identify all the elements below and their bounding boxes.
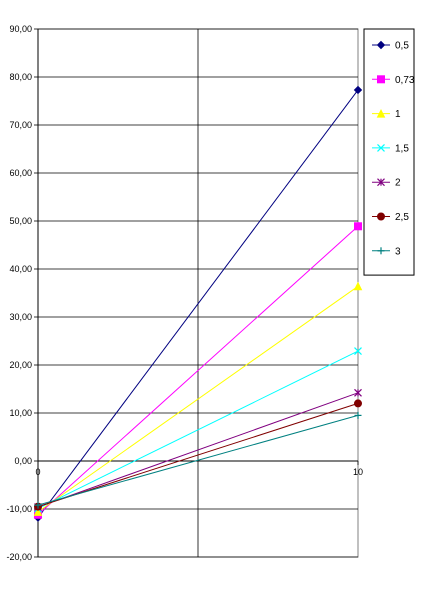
legend-marker	[377, 247, 385, 255]
y-tick-label: 60,00	[9, 168, 32, 178]
y-tick-label: 0,00	[14, 456, 32, 466]
legend-marker	[376, 40, 386, 50]
y-tick-label: 90,00	[9, 24, 32, 34]
data-point	[353, 85, 363, 95]
legend-label: 0,73	[395, 75, 415, 86]
data-point	[34, 501, 42, 509]
legend-marker	[377, 178, 385, 187]
series-line	[37, 392, 359, 508]
y-tick-label: 70,00	[9, 120, 32, 130]
y-tick-label: 80,00	[9, 72, 32, 82]
legend-label: 1	[395, 109, 401, 120]
legend-marker	[377, 212, 385, 221]
data-point	[354, 222, 362, 231]
data-point	[354, 411, 362, 419]
series-line	[37, 414, 359, 506]
data-point	[354, 399, 362, 408]
y-tick-label: -10,00	[6, 504, 32, 514]
legend-marker	[376, 108, 386, 118]
y-tick-label: 20,00	[9, 360, 32, 370]
series-line	[37, 89, 359, 518]
legend-marker	[377, 75, 385, 84]
data-point	[354, 347, 362, 356]
data-point	[33, 507, 43, 516]
y-tick-label: 40,00	[9, 264, 32, 274]
legend	[363, 28, 415, 276]
data-point	[354, 388, 362, 397]
legend-marker	[377, 143, 385, 152]
y-tick-label: 50,00	[9, 216, 32, 226]
series-line	[37, 402, 359, 508]
y-tick-label: -20,00	[6, 552, 32, 562]
y-tick-label: 10,00	[9, 408, 32, 418]
legend-label: 2,5	[395, 212, 409, 223]
series-line	[37, 225, 359, 516]
legend-label: 0,5	[395, 41, 409, 52]
y-tick-label: 30,00	[9, 312, 32, 322]
legend-label: 1,5	[395, 143, 409, 154]
legend-label: 2	[395, 178, 401, 189]
x-tick-label: 10	[353, 467, 363, 477]
legend-label: 3	[395, 246, 401, 257]
series-line	[37, 350, 359, 509]
data-point	[353, 281, 363, 291]
series-line	[37, 285, 359, 513]
x-tick-label: 0	[35, 467, 40, 477]
